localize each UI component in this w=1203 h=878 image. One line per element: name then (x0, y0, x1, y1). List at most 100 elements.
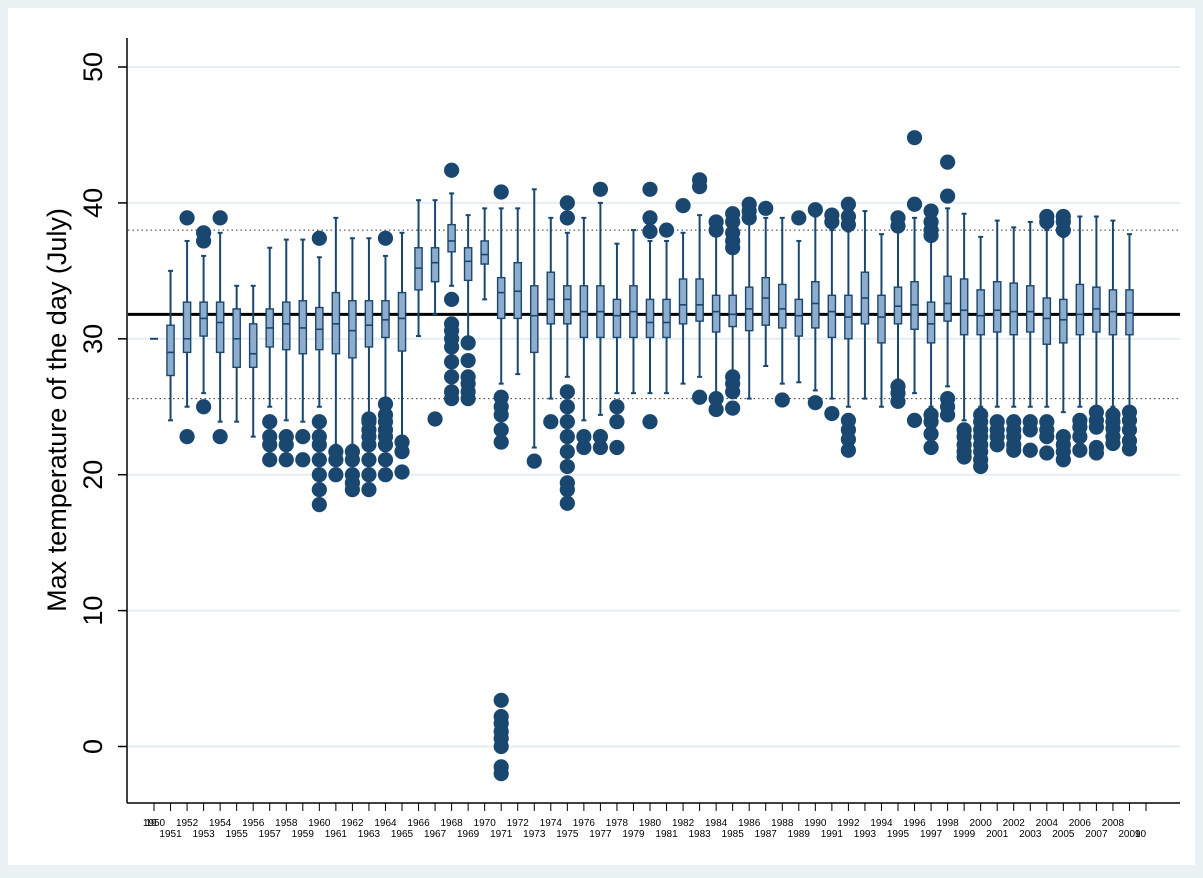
outlier-point-1981-0 (658, 222, 675, 238)
x-tick-label-1996: 1996 (903, 818, 926, 829)
box-1983 (695, 214, 704, 378)
box-1959 (298, 238, 308, 423)
box-rect-1973 (529, 285, 539, 354)
outlier-point-1991-2 (824, 405, 840, 422)
box-rect-1982 (678, 278, 688, 325)
x-tick-label-1965: 1965 (391, 829, 414, 840)
box-2005 (1059, 235, 1068, 414)
outlier-point-1983-1 (692, 178, 708, 195)
box-rect-1998 (943, 275, 952, 322)
box-rect-2006 (1075, 283, 1085, 336)
x-tick-label-2005: 2005 (1052, 829, 1075, 840)
outlier-point-1968-9 (444, 390, 460, 407)
box-rect-1984 (711, 294, 721, 333)
box-1982 (678, 231, 688, 385)
outlier-point-1977-0 (592, 181, 609, 197)
outlier-point-1974-0 (543, 414, 559, 430)
outlier-point-1957-0 (262, 414, 278, 430)
outlier-point-2006-3 (1072, 442, 1088, 458)
outlier-point-1997-5 (923, 414, 939, 430)
x-tick-label-1990: 1990 (804, 818, 827, 829)
x-tick-label-edge-left: 19 (145, 818, 157, 829)
outlier-point-1969-1 (460, 352, 476, 369)
outlier-point-2004-5 (1039, 445, 1055, 461)
y-tick-label-10: 10 (78, 596, 108, 626)
box-2008 (1108, 219, 1118, 408)
box-rect-1970 (480, 240, 489, 265)
outlier-point-1975-0 (559, 195, 575, 211)
outlier-point-1975-5 (559, 429, 575, 445)
outlier-point-1965-1 (394, 443, 410, 460)
box-rect-1987 (761, 276, 771, 326)
outlier-point-1997-7 (923, 439, 939, 456)
x-tick-label-2009: 2009 (1118, 829, 1141, 840)
outlier-point-1954-1 (212, 429, 228, 445)
outlier-point-2005-6 (1055, 452, 1071, 468)
outlier-point-1964-8 (377, 467, 394, 483)
box-rect-1994 (877, 294, 886, 344)
outlier-point-1961-1 (328, 452, 344, 468)
outlier-point-1980-2 (642, 223, 658, 240)
outlier-point-1960-5 (311, 467, 327, 483)
outlier-point-1998-1 (940, 188, 956, 204)
x-tick-label-1997: 1997 (920, 829, 943, 840)
x-tick-label-1960: 1960 (308, 818, 331, 829)
x-tick-label-1953: 1953 (192, 829, 215, 840)
box-1956 (248, 284, 258, 438)
box-rect-1985 (728, 294, 737, 328)
outlier-point-1969-0 (460, 335, 476, 351)
x-tick-label-2006: 2006 (1069, 818, 1092, 829)
x-tick-label-1968: 1968 (440, 818, 463, 829)
box-1977 (596, 201, 605, 416)
outlier-point-1997-3 (923, 227, 939, 244)
x-tick-label-1977: 1977 (589, 829, 612, 840)
y-tick-label-40: 40 (78, 188, 108, 218)
box-1967 (430, 199, 440, 316)
outlier-point-1997-0 (923, 203, 939, 219)
outlier-point-1990-0 (807, 202, 823, 218)
box-rect-2001 (992, 281, 1002, 333)
box-1988 (777, 216, 787, 385)
outlier-point-1996-0 (906, 130, 923, 146)
y-axis-label: Max temperature of the day (July) (42, 208, 72, 612)
box-1954 (215, 231, 225, 423)
outlier-point-1985-4 (725, 240, 741, 256)
box-1984 (711, 231, 721, 395)
x-tick-label-1980: 1980 (639, 818, 662, 829)
outlier-point-1971-4 (493, 422, 509, 438)
box-rect-1963 (364, 300, 374, 348)
box-2001 (992, 219, 1002, 408)
outlier-point-1977-1 (592, 429, 609, 445)
outlier-point-1990-1 (807, 395, 823, 411)
box-1980 (645, 239, 655, 395)
outlier-point-1967-0 (427, 411, 443, 427)
outlier-point-2004-1 (1039, 214, 1055, 230)
outlier-point-2003-1 (1022, 422, 1038, 438)
x-tick-label-1994: 1994 (870, 818, 893, 829)
outlier-point-1978-2 (609, 439, 625, 456)
outlier-point-1995-4 (890, 393, 906, 409)
box-rect-1978 (612, 298, 622, 339)
outlier-point-1988-0 (774, 392, 790, 408)
outlier-point-1952-0 (179, 210, 195, 226)
x-tick-label-1952: 1952 (176, 818, 199, 829)
x-tick-label-1983: 1983 (688, 829, 711, 840)
outlier-point-1976-1 (576, 439, 592, 456)
outlier-point-1958-1 (278, 437, 294, 453)
box-1991 (827, 229, 837, 400)
outlier-point-1962-1 (344, 452, 360, 468)
box-1963 (364, 237, 374, 416)
outlier-point-1984-3 (708, 401, 724, 418)
x-tick-label-2007: 2007 (1085, 829, 1108, 840)
outlier-point-1952-1 (179, 429, 195, 445)
x-tick-label-1955: 1955 (226, 829, 249, 840)
outlier-point-1984-2 (708, 390, 724, 407)
outlier-point-2001-3 (989, 437, 1005, 453)
outlier-point-1962-4 (344, 482, 360, 498)
outlier-point-1992-6 (840, 442, 857, 458)
outlier-point-1991-1 (824, 214, 840, 230)
x-tick-label-1959: 1959 (292, 829, 315, 840)
outlier-point-1953-1 (196, 233, 212, 249)
box-rect-1962 (348, 300, 357, 359)
